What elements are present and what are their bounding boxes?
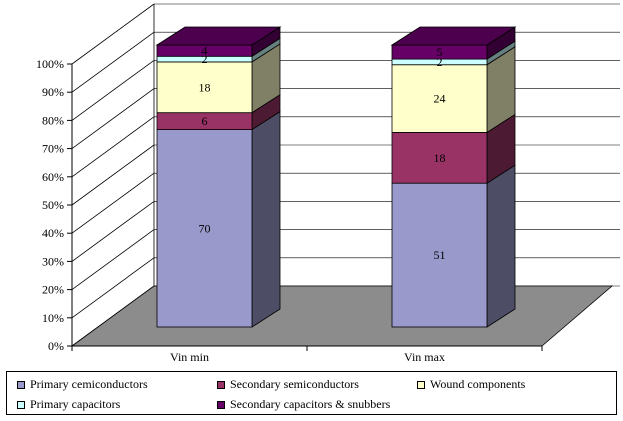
bar-stack-vin-max: 51 18 24 25: [390, 26, 517, 328]
legend-label: Wound components: [430, 377, 526, 391]
floor-plane: [70, 285, 614, 347]
bar-segment: [156, 61, 253, 114]
data-label: 24: [434, 92, 446, 106]
legend-swatch: [17, 380, 25, 389]
bar-stack-vin-min: 70 6 18 24: [155, 26, 282, 328]
bar-segment: [391, 64, 488, 133]
y-tick-label: 70%: [42, 142, 64, 156]
gridline-left: [71, 201, 155, 262]
legend-label: Primary cemiconductors: [30, 377, 148, 391]
gridline-left: [71, 60, 155, 121]
legend-swatch: [217, 400, 225, 409]
gridline-left: [71, 144, 155, 206]
legend-item: Primary capacitors: [17, 397, 120, 412]
gridline-left: [71, 3, 155, 65]
chart-legend: Primary cemiconductors Secondary semicond…: [6, 371, 617, 415]
x-category-label: Vin min: [170, 350, 209, 364]
y-tick-labels: 0% 10% 20% 30% 40% 50% 60% 70% 80% 90% 100%: [36, 57, 64, 353]
bar-side: [486, 164, 516, 328]
gridline-left: [71, 257, 155, 319]
bar-side: [251, 110, 281, 328]
legend-swatch: [217, 380, 225, 389]
bar-top: [155, 26, 282, 46]
gridline-left: [71, 31, 155, 93]
y-tick-label: 50%: [42, 198, 64, 212]
data-label: 2: [437, 55, 443, 69]
data-label: 6: [202, 114, 208, 128]
y-tick-label: 90%: [42, 85, 64, 99]
y-tick-label: 20%: [42, 283, 64, 297]
bar-segment: [391, 182, 488, 328]
legend-item: Wound components: [417, 377, 525, 392]
y-tick-label: 80%: [42, 113, 64, 127]
legend-label: Secondary capacitors & snubbers: [230, 397, 391, 411]
y-tick-label: 30%: [42, 254, 64, 268]
legend-item: Secondary semiconductors: [217, 377, 359, 392]
legend-item: Secondary capacitors & snubbers: [217, 397, 390, 412]
legend-item: Primary cemiconductors: [17, 377, 148, 392]
y-tick-label: 60%: [42, 170, 64, 184]
legend-swatch: [17, 400, 25, 409]
chart-axes: [67, 63, 543, 351]
data-label: 4: [202, 44, 208, 58]
x-category-labels: Vin min Vin max: [170, 350, 445, 364]
data-label: 70: [199, 221, 211, 235]
gridline-left: [71, 172, 155, 234]
gridline-left: [71, 116, 155, 178]
legend-label: Secondary semiconductors: [230, 377, 359, 391]
gridline-left: [71, 229, 155, 290]
chart-floor: [70, 285, 614, 347]
bar-segment: [391, 132, 488, 184]
data-label: 18: [199, 80, 211, 94]
bar-top: [390, 26, 517, 46]
y-tick-label: 10%: [42, 311, 64, 325]
data-label: 51: [434, 248, 446, 262]
y-tick-label: 40%: [42, 226, 64, 240]
data-label: 18: [434, 151, 446, 165]
data-label: 2: [202, 52, 208, 66]
x-category-label: Vin max: [404, 350, 445, 364]
y-tick-label: 0%: [48, 339, 64, 353]
data-label: 5: [437, 45, 443, 59]
legend-swatch: [417, 380, 425, 389]
gridline-left: [71, 88, 155, 149]
legend-label: Primary capacitors: [30, 397, 121, 411]
y-tick-label: 100%: [36, 57, 64, 71]
bar-segment: [156, 129, 253, 328]
